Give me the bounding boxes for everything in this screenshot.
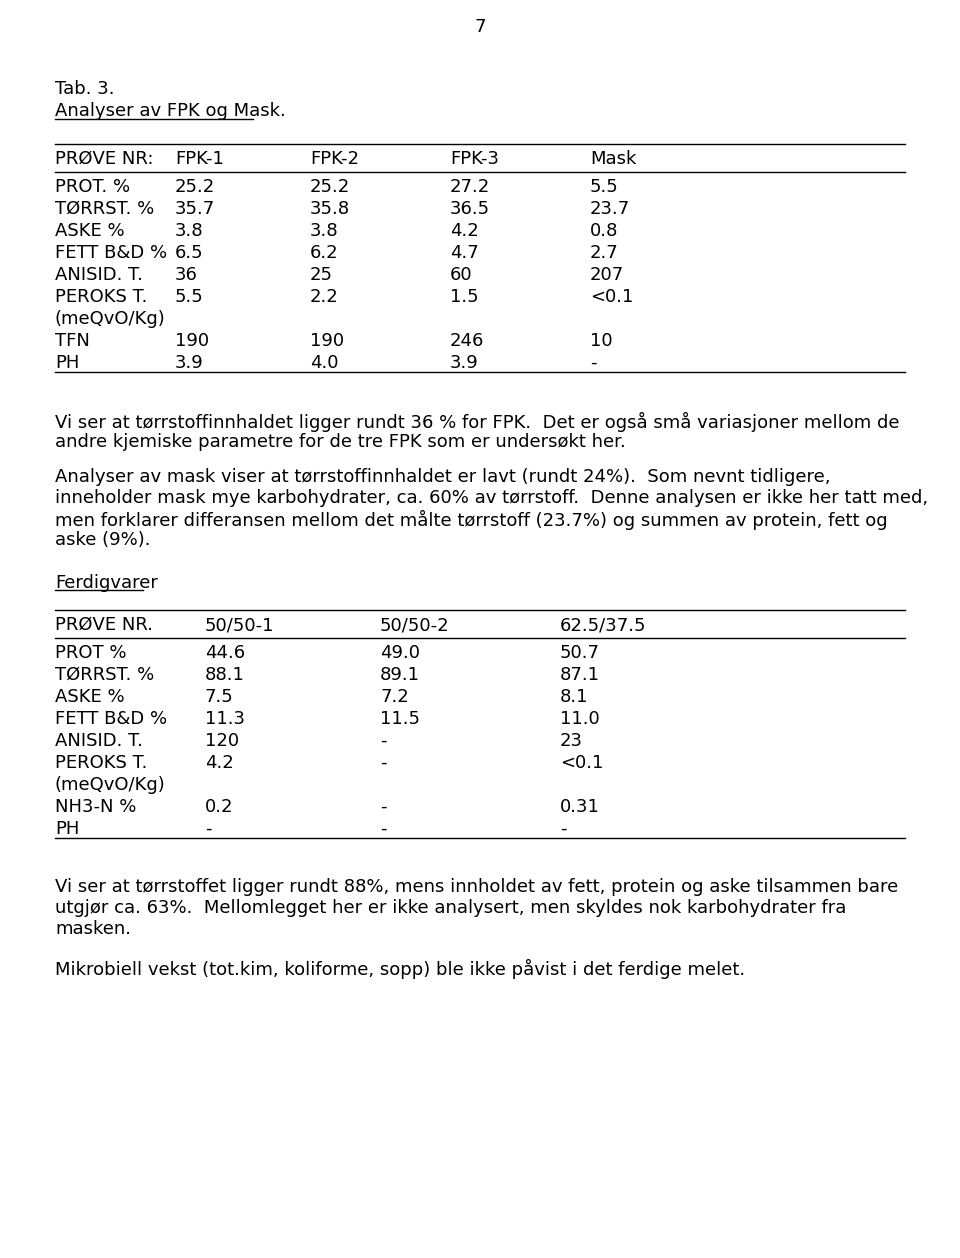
Text: Ferdigvarer: Ferdigvarer [55, 574, 157, 593]
Text: (meQvO/Kg): (meQvO/Kg) [55, 309, 166, 328]
Text: 25: 25 [310, 265, 333, 284]
Text: TØRRST. %: TØRRST. % [55, 665, 155, 684]
Text: 190: 190 [175, 332, 209, 350]
Text: 0.31: 0.31 [560, 798, 600, 816]
Text: PEROKS T.: PEROKS T. [55, 754, 148, 772]
Text: ANISID. T.: ANISID. T. [55, 732, 143, 750]
Text: Analyser av mask viser at tørrstoffinnhaldet er lavt (rundt 24%).  Som nevnt tid: Analyser av mask viser at tørrstoffinnha… [55, 468, 830, 486]
Text: PEROKS T.: PEROKS T. [55, 288, 148, 306]
Text: -: - [205, 820, 211, 838]
Text: Tab. 3.: Tab. 3. [55, 81, 114, 98]
Text: -: - [380, 732, 387, 750]
Text: masken.: masken. [55, 920, 131, 938]
Text: Mikrobiell vekst (tot.kim, koliforme, sopp) ble ikke påvist i det ferdige melet.: Mikrobiell vekst (tot.kim, koliforme, so… [55, 959, 745, 979]
Text: 3.8: 3.8 [175, 221, 204, 240]
Text: Analyser av FPK og Mask.: Analyser av FPK og Mask. [55, 102, 286, 120]
Text: FPK-3: FPK-3 [450, 150, 499, 169]
Text: 25.2: 25.2 [310, 177, 350, 196]
Text: PH: PH [55, 820, 80, 838]
Text: 11.3: 11.3 [205, 710, 245, 728]
Text: ANISID. T.: ANISID. T. [55, 265, 143, 284]
Text: 4.0: 4.0 [310, 353, 339, 372]
Text: 7.2: 7.2 [380, 688, 409, 706]
Text: 35.8: 35.8 [310, 200, 350, 218]
Text: 87.1: 87.1 [560, 665, 600, 684]
Text: andre kjemiske parametre for de tre FPK som er undersøkt her.: andre kjemiske parametre for de tre FPK … [55, 433, 626, 452]
Text: aske (9%).: aske (9%). [55, 531, 151, 548]
Text: 44.6: 44.6 [205, 644, 245, 662]
Text: -: - [590, 353, 596, 372]
Text: -: - [380, 754, 387, 772]
Text: 23: 23 [560, 732, 583, 750]
Text: 11.0: 11.0 [560, 710, 600, 728]
Text: 6.5: 6.5 [175, 244, 204, 262]
Text: FPK-2: FPK-2 [310, 150, 359, 169]
Text: 35.7: 35.7 [175, 200, 215, 218]
Text: 2.2: 2.2 [310, 288, 339, 306]
Text: ASKE %: ASKE % [55, 221, 125, 240]
Text: TFN: TFN [55, 332, 90, 350]
Text: FETT B&D %: FETT B&D % [55, 710, 167, 728]
Text: 5.5: 5.5 [590, 177, 619, 196]
Text: 120: 120 [205, 732, 239, 750]
Text: (meQvO/Kg): (meQvO/Kg) [55, 776, 166, 794]
Text: 6.2: 6.2 [310, 244, 339, 262]
Text: PRØVE NR.: PRØVE NR. [55, 616, 153, 634]
Text: <0.1: <0.1 [590, 288, 634, 306]
Text: 50/50-1: 50/50-1 [205, 616, 275, 634]
Text: ASKE %: ASKE % [55, 688, 125, 706]
Text: 27.2: 27.2 [450, 177, 491, 196]
Text: NH3-N %: NH3-N % [55, 798, 136, 816]
Text: 23.7: 23.7 [590, 200, 631, 218]
Text: 0.8: 0.8 [590, 221, 618, 240]
Text: 50/50-2: 50/50-2 [380, 616, 449, 634]
Text: 246: 246 [450, 332, 485, 350]
Text: 3.8: 3.8 [310, 221, 339, 240]
Text: 8.1: 8.1 [560, 688, 588, 706]
Text: 4.2: 4.2 [450, 221, 479, 240]
Text: 5.5: 5.5 [175, 288, 204, 306]
Text: 0.2: 0.2 [205, 798, 233, 816]
Text: men forklarer differansen mellom det målte tørrstoff (23.7%) og summen av protei: men forklarer differansen mellom det mål… [55, 509, 888, 530]
Text: -: - [380, 798, 387, 816]
Text: <0.1: <0.1 [560, 754, 604, 772]
Text: 7.5: 7.5 [205, 688, 233, 706]
Text: PROT. %: PROT. % [55, 177, 131, 196]
Text: 4.2: 4.2 [205, 754, 233, 772]
Text: 2.7: 2.7 [590, 244, 619, 262]
Text: 1.5: 1.5 [450, 288, 479, 306]
Text: 60: 60 [450, 265, 472, 284]
Text: -: - [560, 820, 566, 838]
Text: Mask: Mask [590, 150, 636, 169]
Text: FETT B&D %: FETT B&D % [55, 244, 167, 262]
Text: PROT %: PROT % [55, 644, 127, 662]
Text: PRØVE NR:: PRØVE NR: [55, 150, 154, 169]
Text: 25.2: 25.2 [175, 177, 215, 196]
Text: 49.0: 49.0 [380, 644, 420, 662]
Text: 190: 190 [310, 332, 344, 350]
Text: 62.5/37.5: 62.5/37.5 [560, 616, 646, 634]
Text: 36: 36 [175, 265, 198, 284]
Text: Vi ser at tørrstoffet ligger rundt 88%, mens innholdet av fett, protein og aske : Vi ser at tørrstoffet ligger rundt 88%, … [55, 878, 899, 896]
Text: 3.9: 3.9 [175, 353, 204, 372]
Text: 3.9: 3.9 [450, 353, 479, 372]
Text: 11.5: 11.5 [380, 710, 420, 728]
Text: inneholder mask mye karbohydrater, ca. 60% av tørrstoff.  Denne analysen er ikke: inneholder mask mye karbohydrater, ca. 6… [55, 489, 928, 507]
Text: 7: 7 [474, 18, 486, 36]
Text: 207: 207 [590, 265, 624, 284]
Text: PH: PH [55, 353, 80, 372]
Text: 10: 10 [590, 332, 612, 350]
Text: 4.7: 4.7 [450, 244, 479, 262]
Text: TØRRST. %: TØRRST. % [55, 200, 155, 218]
Text: 50.7: 50.7 [560, 644, 600, 662]
Text: 89.1: 89.1 [380, 665, 420, 684]
Text: -: - [380, 820, 387, 838]
Text: 36.5: 36.5 [450, 200, 491, 218]
Text: FPK-1: FPK-1 [175, 150, 224, 169]
Text: 88.1: 88.1 [205, 665, 245, 684]
Text: utgjør ca. 63%.  Mellomlegget her er ikke analysert, men skyldes nok karbohydrat: utgjør ca. 63%. Mellomlegget her er ikke… [55, 899, 847, 917]
Text: Vi ser at tørrstoffinnhaldet ligger rundt 36 % for FPK.  Det er også små variasj: Vi ser at tørrstoffinnhaldet ligger rund… [55, 413, 900, 431]
